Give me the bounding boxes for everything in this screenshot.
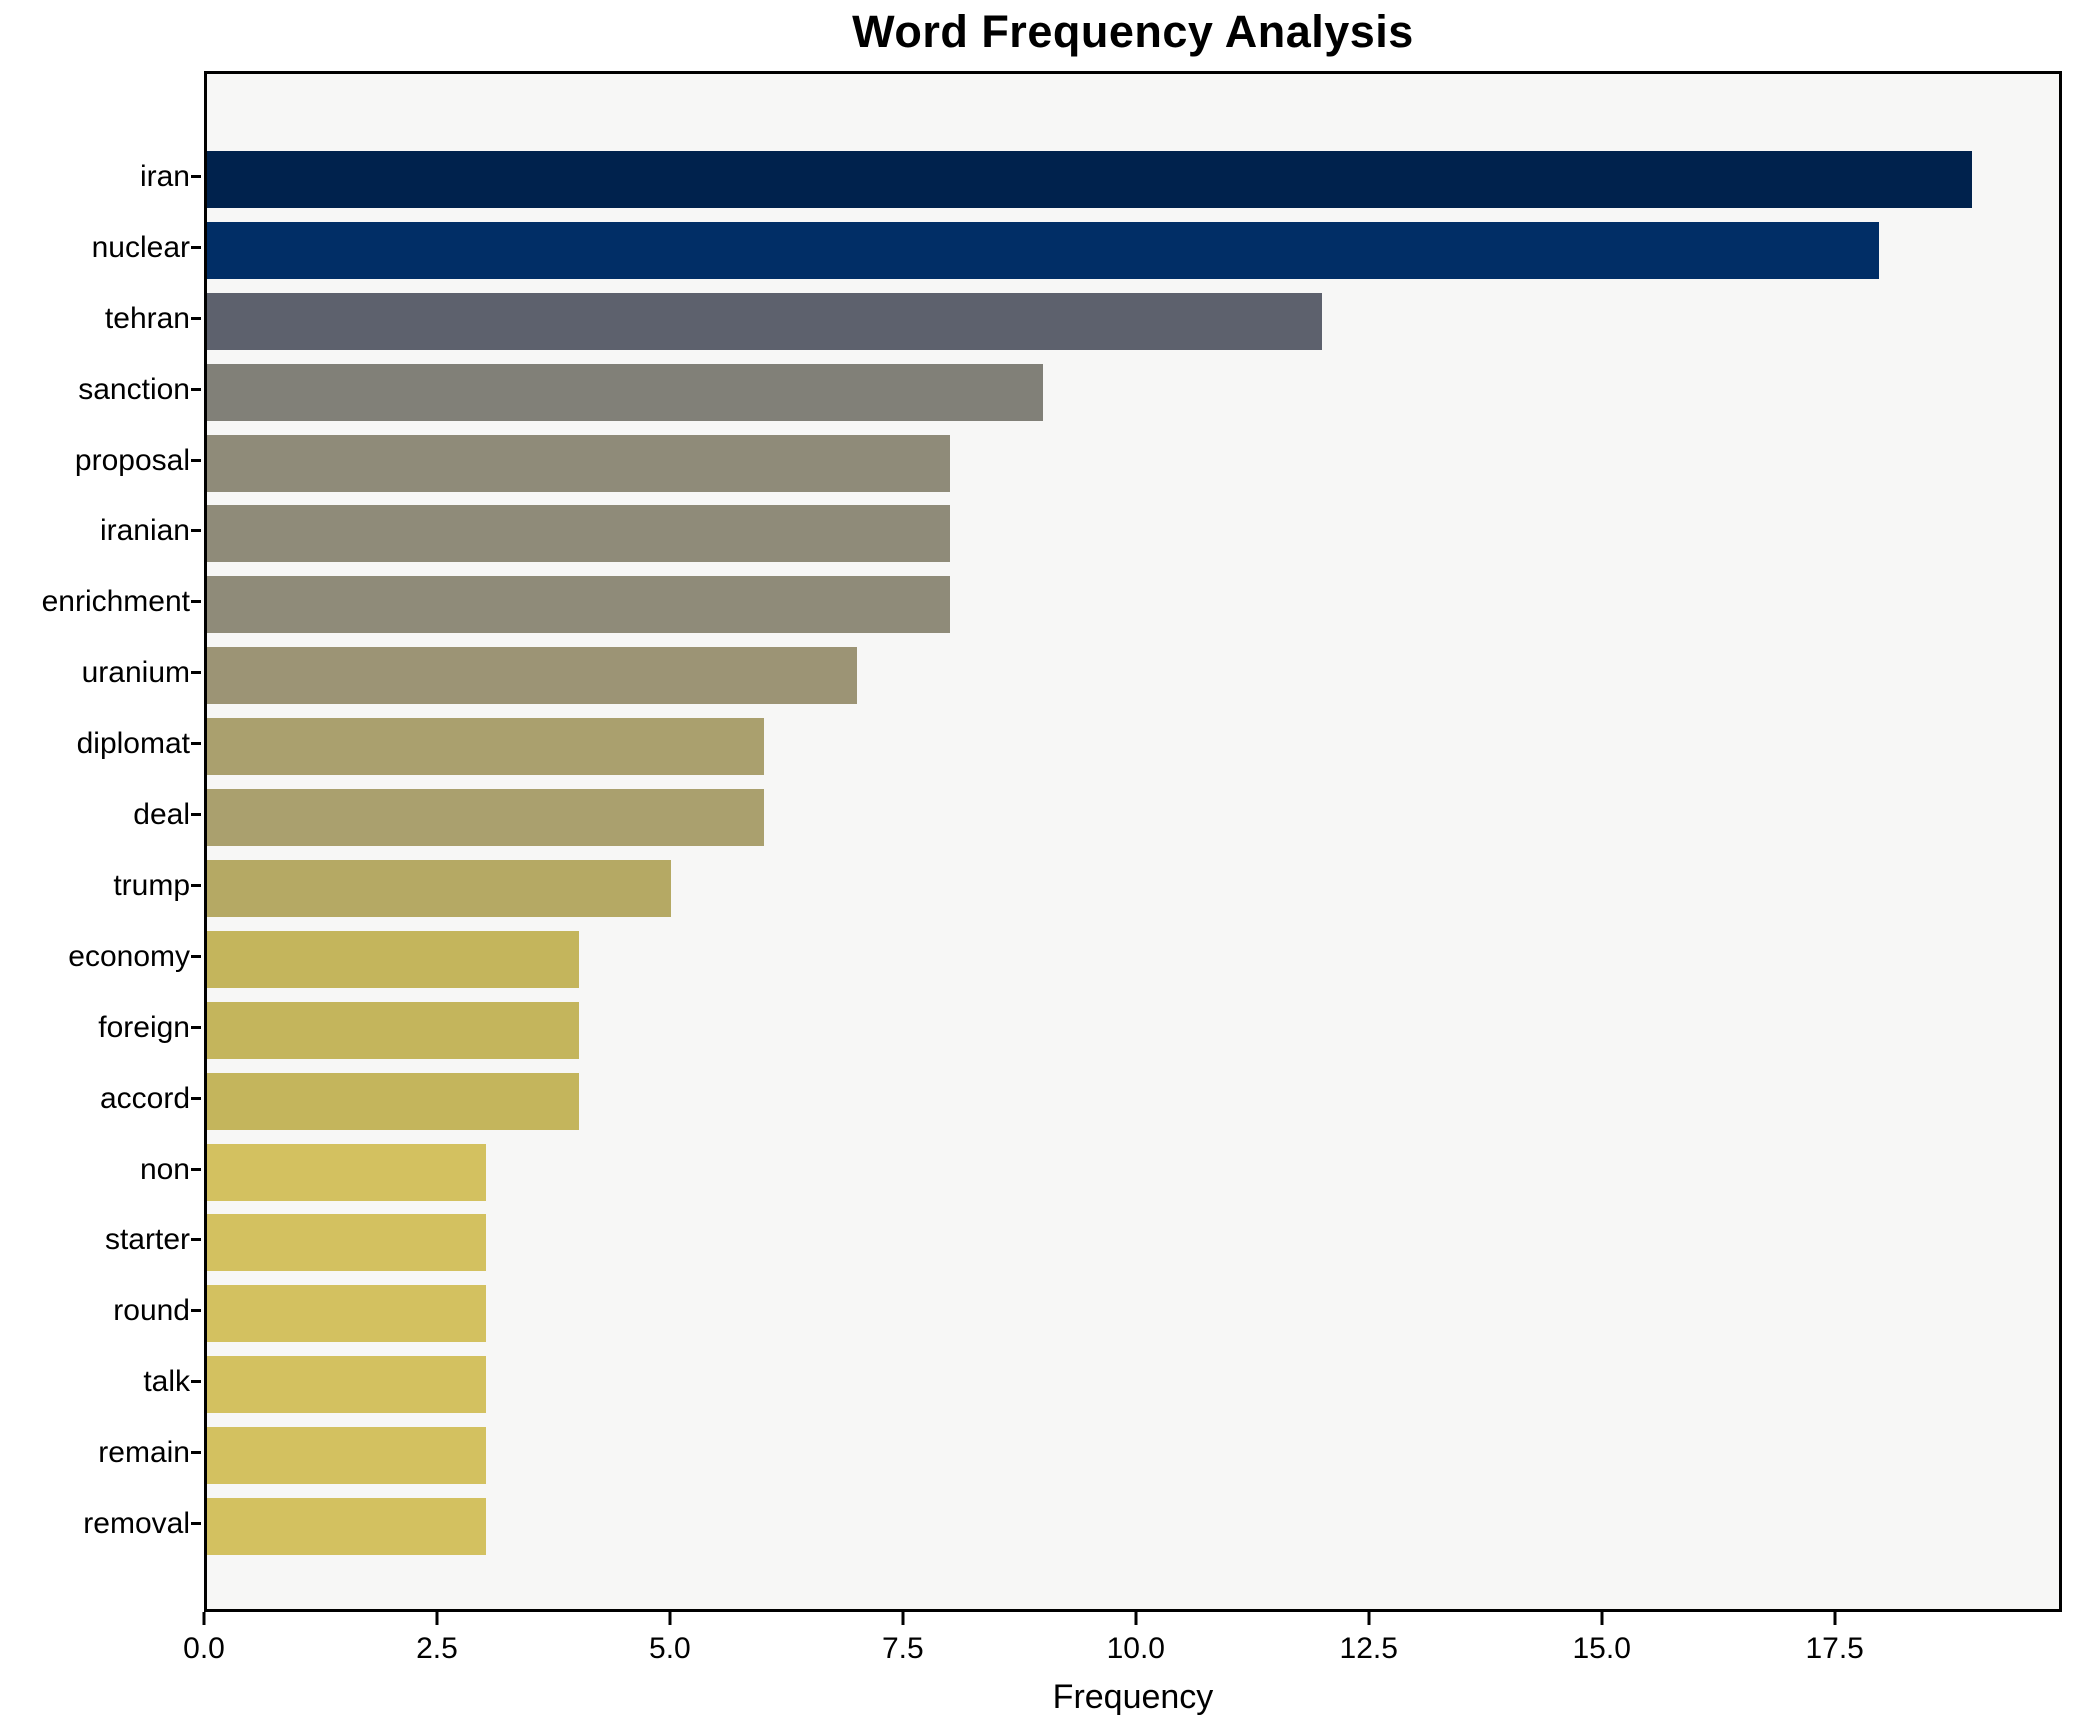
- bar-sanction: [207, 363, 1043, 421]
- y-tick: [191, 245, 201, 249]
- bar-economy: [207, 930, 579, 988]
- bar-enrichment: [207, 576, 951, 634]
- y-tick: [191, 1238, 201, 1242]
- y-label-foreign: foreign: [98, 1010, 190, 1044]
- y-label-diplomat: diplomat: [76, 727, 190, 761]
- x-tick-label: 2.5: [416, 1632, 458, 1665]
- x-tick-mark: [1367, 1612, 1371, 1625]
- x-tick-label: 15.0: [1572, 1632, 1631, 1665]
- y-tick: [191, 1167, 201, 1171]
- y-tick: [191, 813, 201, 817]
- bar-proposal: [207, 434, 951, 492]
- x-tick-mark: [1134, 1612, 1138, 1625]
- y-tick: [191, 174, 201, 178]
- y-label-proposal: proposal: [74, 443, 190, 477]
- chart-title: Word Frequency Analysis: [852, 6, 1414, 57]
- bar-foreign: [207, 1001, 579, 1059]
- y-tick: [191, 387, 201, 391]
- x-tick-mark: [1833, 1612, 1837, 1625]
- y-label-enrichment: enrichment: [41, 585, 190, 619]
- x-tick-mark: [901, 1612, 905, 1625]
- bar-iranian: [207, 505, 951, 563]
- bar-trump: [207, 859, 672, 917]
- y-label-accord: accord: [99, 1081, 190, 1115]
- x-tick-label: 12.5: [1339, 1632, 1398, 1665]
- y-tick: [191, 883, 201, 887]
- y-label-iran: iran: [139, 159, 190, 193]
- y-label-round: round: [113, 1294, 190, 1328]
- y-label-deal: deal: [133, 798, 190, 832]
- y-label-sanction: sanction: [78, 372, 190, 406]
- bar-diplomat: [207, 718, 765, 776]
- y-label-trump: trump: [113, 868, 190, 902]
- y-label-economy: economy: [68, 939, 190, 973]
- x-axis-title: Frequency: [1052, 1678, 1214, 1716]
- y-label-iranian: iranian: [99, 514, 190, 548]
- x-tick-mark: [668, 1612, 672, 1625]
- y-label-tehran: tehran: [104, 301, 190, 335]
- y-label-remain: remain: [98, 1436, 190, 1470]
- bar-removal: [207, 1498, 486, 1556]
- y-tick: [191, 1309, 201, 1313]
- bar-deal: [207, 789, 765, 847]
- y-tick: [191, 1025, 201, 1029]
- y-tick: [191, 600, 201, 604]
- y-tick: [191, 671, 201, 675]
- y-tick: [191, 1096, 201, 1100]
- bar-talk: [207, 1356, 486, 1414]
- bar-starter: [207, 1214, 486, 1272]
- x-tick-mark: [1600, 1612, 1604, 1625]
- y-label-nuclear: nuclear: [91, 230, 190, 264]
- y-label-non: non: [139, 1152, 190, 1186]
- y-label-talk: talk: [143, 1365, 190, 1399]
- bar-nuclear: [207, 221, 1879, 279]
- plot-area: [204, 71, 2062, 1612]
- bar-iran: [207, 150, 1972, 208]
- x-tick-label: 17.5: [1805, 1632, 1864, 1665]
- y-label-removal: removal: [83, 1507, 190, 1541]
- x-tick-label: 10.0: [1106, 1632, 1165, 1665]
- bar-round: [207, 1285, 486, 1343]
- y-tick: [191, 316, 201, 320]
- y-tick: [191, 1380, 201, 1384]
- y-tick: [191, 458, 201, 462]
- bar-non: [207, 1143, 486, 1201]
- y-tick: [191, 529, 201, 533]
- x-tick-label: 7.5: [881, 1632, 924, 1665]
- x-tick-mark: [435, 1612, 439, 1625]
- y-label-uranium: uranium: [81, 656, 190, 690]
- bar-tehran: [207, 292, 1322, 350]
- x-tick-label: 5.0: [649, 1632, 691, 1665]
- y-tick: [191, 1451, 201, 1455]
- x-tick-label: 0.0: [183, 1632, 225, 1665]
- bar-remain: [207, 1427, 486, 1485]
- bar-uranium: [207, 647, 858, 705]
- y-tick: [191, 954, 201, 958]
- y-tick: [191, 1522, 201, 1526]
- x-tick-mark: [202, 1612, 206, 1625]
- bar-accord: [207, 1072, 579, 1130]
- y-label-starter: starter: [104, 1223, 190, 1257]
- x-axis: 0.0 2.5 5.0 7.5 10.0 12.5 15.0 17.5: [183, 1612, 2062, 1722]
- y-tick: [191, 742, 201, 746]
